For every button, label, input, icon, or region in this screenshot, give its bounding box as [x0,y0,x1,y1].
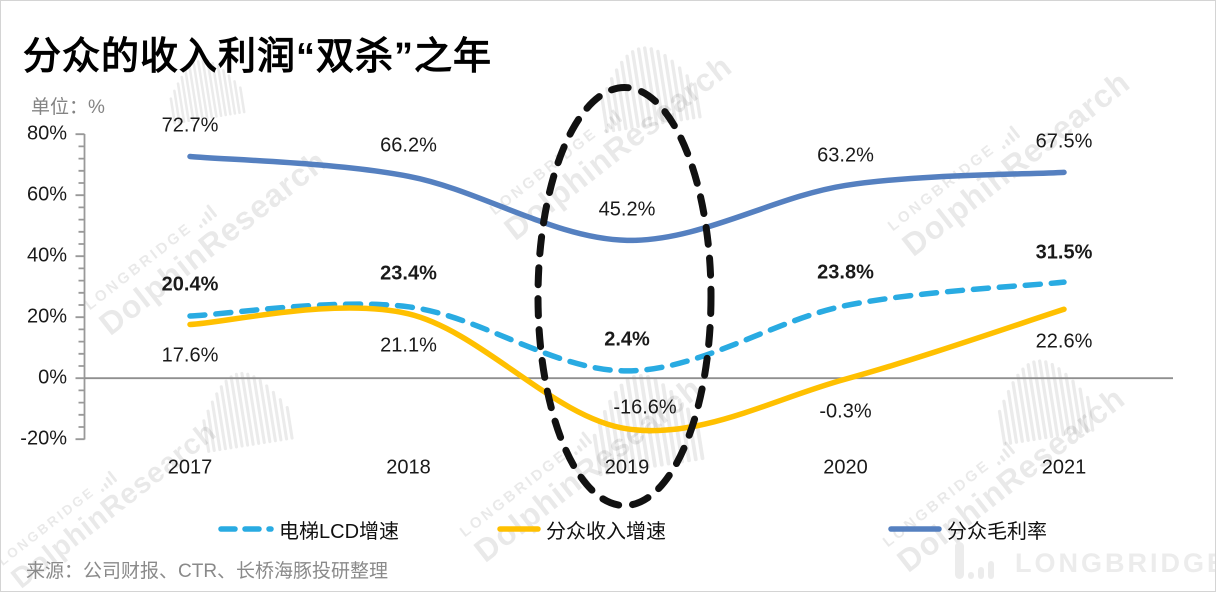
longbridge-brandmark: LONGBRIDGE [955,542,1216,579]
longbridge-logo-icon [955,542,994,579]
legend-label-gross-margin: 分众毛利率 [947,520,1047,543]
x-tick-2019: 2019 [604,456,650,478]
data-label-gross-margin-2017: 72.7% [161,114,219,137]
chart-title: 分众的收入利润“双杀”之年 [23,36,493,78]
legend-item-gross-margin: 分众毛利率 [887,515,1047,544]
data-label-revenue-growth-2018: 21.1% [380,334,437,357]
longbridge-logo-text: LONGBRIDGE [1015,548,1216,578]
data-label-gross-margin-2019: 45.2% [598,198,656,221]
legend-label-lcd-growth: 电梯LCD增速 [279,520,400,543]
series-line-gross-margin [187,153,1067,244]
y-tick-20%: 20% [26,305,67,328]
data-label-revenue-growth-2020: -0.3% [819,400,872,423]
legend-marker-gross-margin [888,526,942,532]
x-tick-2017: 2017 [167,456,213,478]
data-label-gross-margin-2018: 66.2% [380,134,437,157]
data-label-lcd-growth-2018: 23.4% [380,262,437,285]
data-label-lcd-growth-2017: 20.4% [161,273,219,296]
data-label-lcd-growth-2021: 31.5% [1035,241,1093,264]
x-tick-2021: 2021 [1041,456,1087,478]
legend-item-revenue-growth: 分众收入增速 [496,515,666,544]
data-label-revenue-growth-2019: -16.6% [613,396,677,419]
legend-marker-revenue-growth [497,526,541,532]
unit-label: 单位：% [31,97,105,118]
data-label-gross-margin-2020: 63.2% [817,144,874,167]
data-label-revenue-growth-2021: 22.6% [1035,330,1093,353]
x-tick-2020: 2020 [823,456,868,478]
highlight-ellipse-2019 [534,84,715,509]
data-label-gross-margin-2021: 67.5% [1035,130,1093,153]
source-note: 来源：公司财报、CTR、长桥海豚投研整理 [26,561,389,582]
y-tick-40%: 40% [26,244,67,267]
legend-item-lcd-growth: 电梯LCD增速 [217,515,399,544]
y-tick--20%: -20% [20,427,67,450]
y-axis [75,133,86,441]
series-line-revenue-growth [187,305,1067,434]
y-tick-0%: 0% [38,366,67,389]
x-tick-2018: 2018 [386,456,431,478]
legend-marker-lcd-growth [218,526,274,532]
series-line-lcd-growth [187,279,1067,374]
data-label-lcd-growth-2019: 2.4% [604,328,650,351]
y-tick-60%: 60% [26,183,67,206]
data-label-revenue-growth-2017: 17.6% [161,344,219,367]
legend-label-revenue-growth: 分众收入增速 [546,520,666,543]
data-label-lcd-growth-2020: 23.8% [817,261,874,284]
y-tick-80%: 80% [26,122,67,145]
